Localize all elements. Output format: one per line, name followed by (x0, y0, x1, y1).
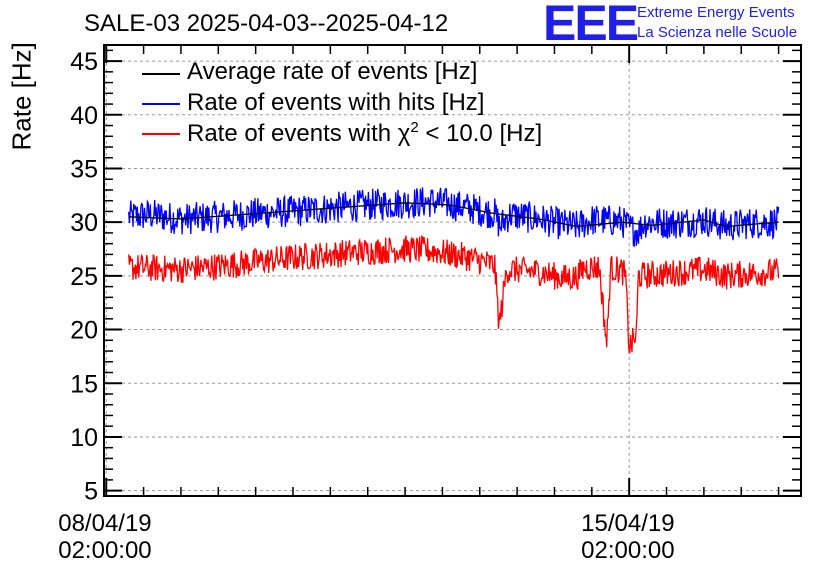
legend-entry-average: Average rate of events [Hz] (187, 58, 478, 85)
series-layer (128, 187, 780, 354)
y-axis-label: Rate [Hz] (6, 42, 37, 151)
y-tick-label: 25 (70, 263, 98, 291)
series-line-chi2 (128, 234, 780, 354)
y-tick-label: 5 (84, 478, 98, 506)
series-line-average (128, 202, 779, 228)
logo-line-2: La Scienza nelle Scuole (637, 24, 798, 41)
legend-entry-chi2: Rate of events with χ2 < 10.0 [Hz] (187, 119, 542, 148)
y-tick-label: 45 (70, 48, 98, 76)
x-tick-date: 15/04/19 (581, 510, 675, 537)
legend-chi2-suffix: < 10.0 [Hz] (418, 120, 543, 147)
legend-chi2-sup: 2 (410, 119, 419, 136)
y-tick-label: 40 (70, 102, 98, 130)
plot-frame (103, 44, 802, 497)
legend-lines (142, 73, 180, 135)
x-tick-time: 02:00:00 (581, 537, 675, 564)
y-tick-label: 35 (70, 155, 98, 183)
grid-lines (104, 45, 801, 496)
y-tick-label: 30 (70, 209, 98, 237)
x-tick-label: 15/04/19 02:00:00 (581, 510, 674, 564)
eee-logo: EEE (543, 0, 639, 51)
axis-ticks: 5 10 15 20 25 30 35 40 45 (70, 45, 801, 506)
series-line-hits (128, 187, 780, 248)
x-tick-label: 08/04/19 02:00:00 (58, 510, 151, 564)
y-tick-label: 20 (70, 317, 98, 345)
chart-title: SALE-03 2025-04-03--2025-04-12 (84, 10, 449, 37)
x-tick-date: 08/04/19 (58, 510, 152, 537)
y-tick-label: 15 (70, 370, 98, 398)
legend-entry-hits: Rate of events with hits [Hz] (187, 89, 485, 116)
y-tick-label: 10 (70, 424, 98, 452)
x-tick-time: 02:00:00 (58, 537, 152, 564)
logo-line-1: Extreme Energy Events (637, 4, 795, 21)
legend-chi2-prefix: Rate of events with χ (187, 120, 411, 147)
